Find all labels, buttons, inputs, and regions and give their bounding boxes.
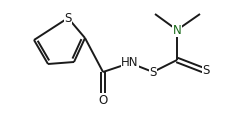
Text: HN: HN	[121, 56, 139, 69]
Text: N: N	[173, 23, 181, 37]
Text: S: S	[64, 12, 72, 24]
Text: S: S	[202, 64, 210, 77]
Text: S: S	[149, 66, 157, 78]
Text: O: O	[98, 94, 108, 107]
